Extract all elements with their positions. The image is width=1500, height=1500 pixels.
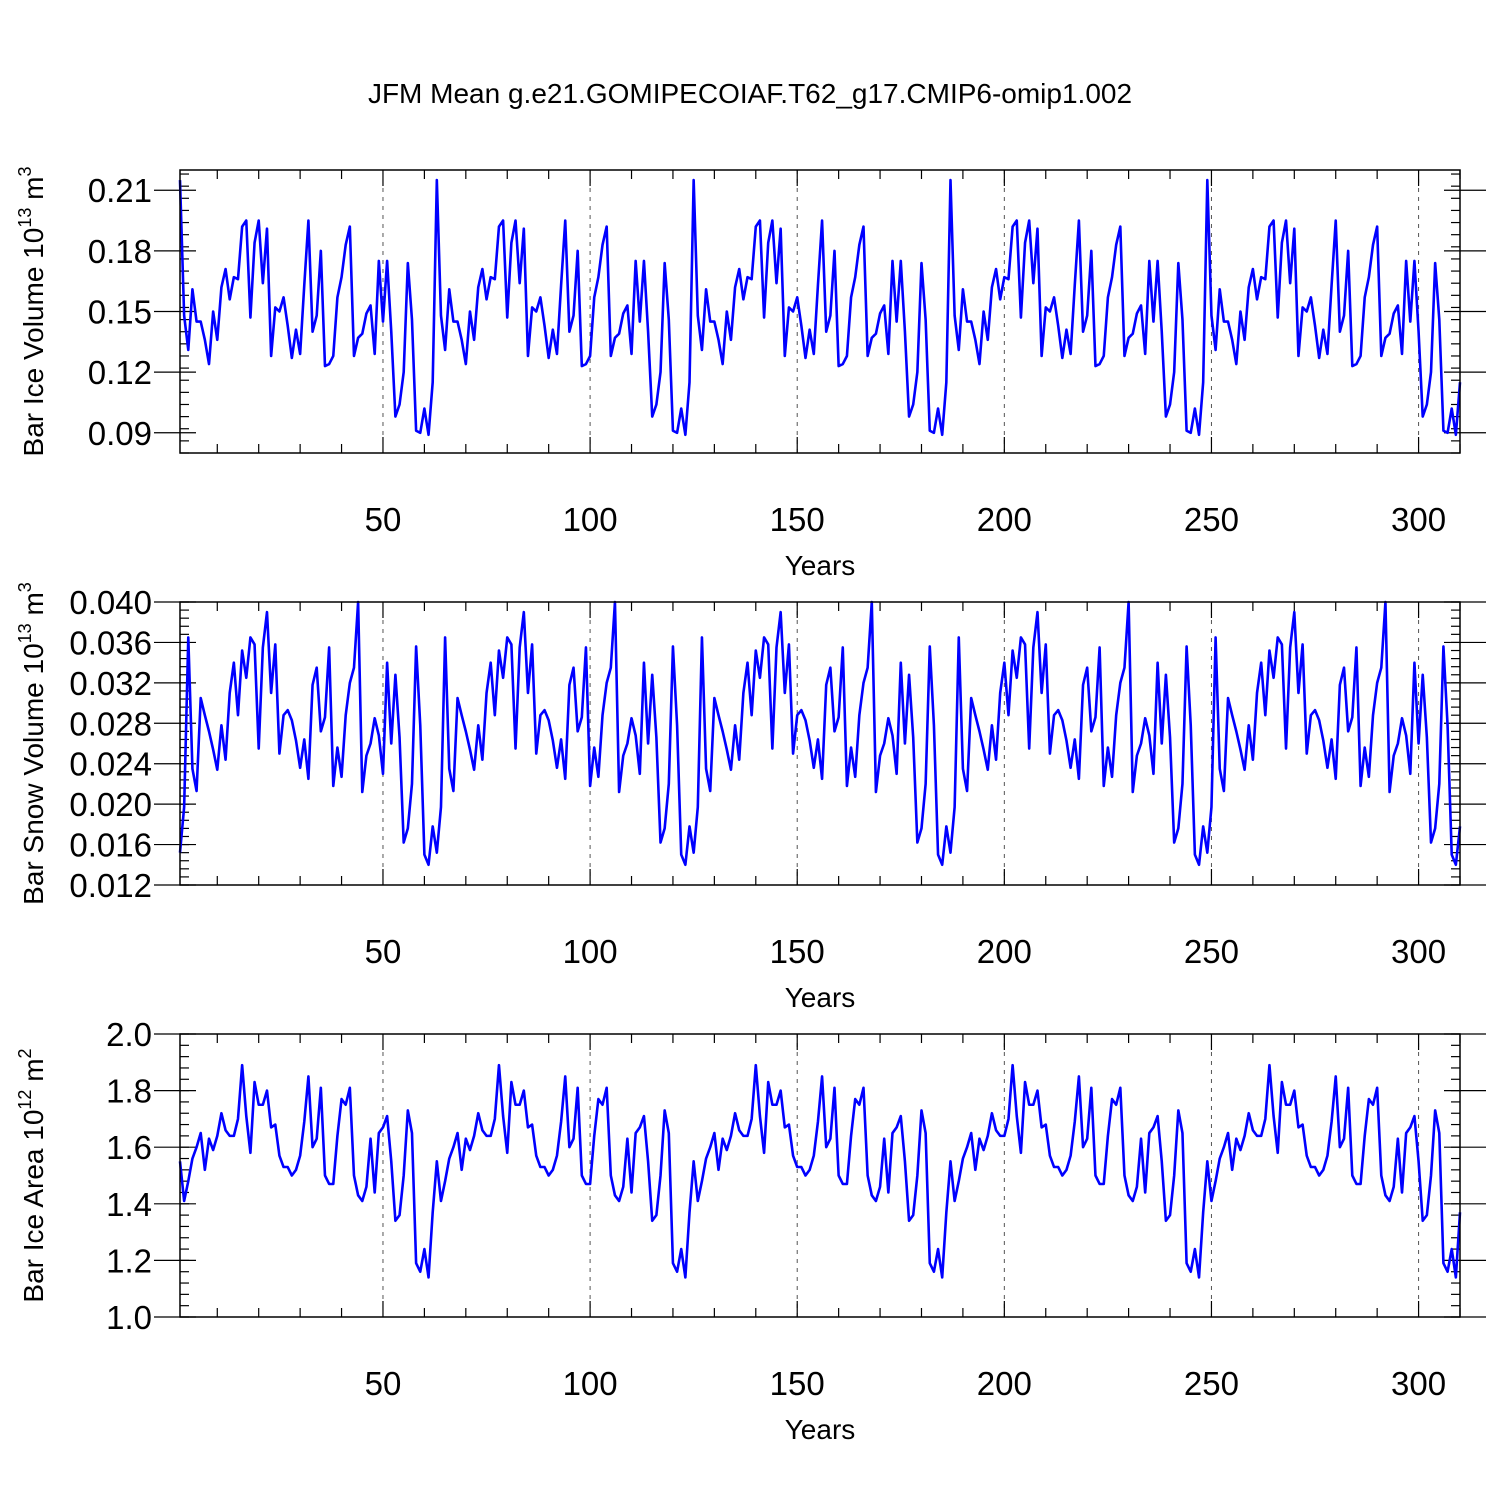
x-tick-label: 100: [563, 933, 618, 970]
x-tick-label: 250: [1184, 933, 1239, 970]
x-tick-label: 100: [563, 1365, 618, 1402]
data-series-line: [178, 1063, 1462, 1279]
x-axis-label: Years: [785, 982, 856, 1013]
y-tick-label: 0.032: [69, 665, 152, 702]
y-tick-label: 0.15: [88, 294, 152, 331]
x-tick-label: 300: [1391, 933, 1446, 970]
x-tick-label: 150: [770, 1365, 825, 1402]
plot-frame: [179, 1033, 1461, 1318]
x-tick-label: 150: [770, 933, 825, 970]
y-tick-label: 0.020: [69, 786, 152, 823]
x-tick-label: 300: [1391, 501, 1446, 538]
y-tick-label: 0.18: [88, 233, 152, 270]
y-tick-label: 2.0: [106, 1016, 152, 1053]
x-tick-label: 300: [1391, 1365, 1446, 1402]
x-tick-label: 200: [977, 933, 1032, 970]
y-axis-label: Bar Ice Volume 1013 m3: [15, 167, 49, 457]
x-tick-label: 200: [977, 1365, 1032, 1402]
data-series-line: [178, 600, 1462, 867]
x-axis-label: Years: [785, 550, 856, 581]
plot-frame: [179, 169, 1461, 454]
y-tick-label: 0.016: [69, 827, 152, 864]
y-tick-label: 0.09: [88, 415, 152, 452]
y-tick-label: 1.4: [106, 1186, 152, 1223]
y-tick-label: 0.040: [69, 584, 152, 621]
chart-title: JFM Mean g.e21.GOMIPECOIAF.T62_g17.CMIP6…: [367, 78, 1133, 109]
x-tick-label: 250: [1184, 1365, 1239, 1402]
x-tick-label: 50: [365, 501, 402, 538]
y-axis-label: Bar Ice Area 1012 m2: [15, 1048, 49, 1302]
y-tick-label: 0.012: [69, 867, 152, 904]
panel-1: 0.09 0.12 0.15 0.18 0.21 50 100 150 200 250 300 Yea…: [15, 167, 1486, 581]
y-tick-label: 0.12: [88, 354, 152, 391]
y-tick-label: 1.0: [106, 1299, 152, 1336]
panel-3: 1.0 1.2 1.4 1.6 1.8 2.0 50 100 150 200 250 300 Years…: [15, 1016, 1486, 1445]
plot-frame: [179, 601, 1461, 886]
x-tick-label: 50: [365, 933, 402, 970]
y-tick-label: 0.024: [69, 746, 152, 783]
x-tick-label: 100: [563, 501, 618, 538]
y-axis-label: Bar Snow Volume 1013 m3: [15, 582, 49, 905]
y-tick-label: 0.028: [69, 705, 152, 742]
y-tick-label: 1.6: [106, 1129, 152, 1166]
x-tick-label: 200: [977, 501, 1032, 538]
y-tick-label: 0.036: [69, 624, 152, 661]
x-tick-label: 150: [770, 501, 825, 538]
x-tick-label: 250: [1184, 501, 1239, 538]
y-tick-label: 1.2: [106, 1242, 152, 1279]
x-axis-label: Years: [785, 1414, 856, 1445]
y-tick-label: 0.21: [88, 172, 152, 209]
data-series-line: [178, 178, 1462, 437]
x-tick-label: 50: [365, 1365, 402, 1402]
y-tick-label: 1.8: [106, 1073, 152, 1110]
